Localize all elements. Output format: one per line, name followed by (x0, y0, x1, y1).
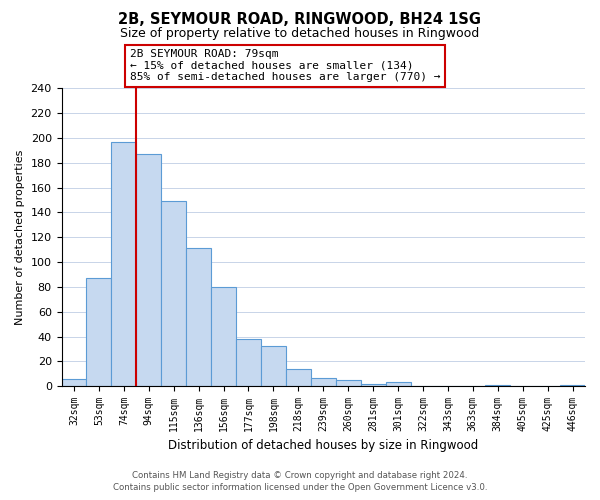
Y-axis label: Number of detached properties: Number of detached properties (15, 150, 25, 325)
Bar (62, 378, 86, 386)
Bar (286, 369, 311, 386)
Bar (236, 339, 261, 386)
Text: 2B SEYMOUR ROAD: 79sqm
← 15% of detached houses are smaller (134)
85% of semi-de: 2B SEYMOUR ROAD: 79sqm ← 15% of detached… (130, 49, 440, 82)
Bar (386, 382, 410, 386)
Bar (336, 380, 361, 386)
Bar (560, 385, 585, 386)
Bar (361, 384, 386, 386)
Text: Contains HM Land Registry data © Crown copyright and database right 2024.
Contai: Contains HM Land Registry data © Crown c… (113, 471, 487, 492)
Bar (485, 385, 510, 386)
Text: 2B, SEYMOUR ROAD, RINGWOOD, BH24 1SG: 2B, SEYMOUR ROAD, RINGWOOD, BH24 1SG (119, 12, 482, 28)
Text: Size of property relative to detached houses in Ringwood: Size of property relative to detached ho… (121, 28, 479, 40)
Bar (311, 378, 336, 386)
Bar (261, 346, 286, 386)
Bar (211, 287, 236, 386)
X-axis label: Distribution of detached houses by size in Ringwood: Distribution of detached houses by size … (168, 440, 478, 452)
Bar (112, 142, 136, 386)
Bar (161, 202, 186, 386)
Bar (186, 248, 211, 386)
Bar (136, 154, 161, 386)
Bar (86, 278, 112, 386)
